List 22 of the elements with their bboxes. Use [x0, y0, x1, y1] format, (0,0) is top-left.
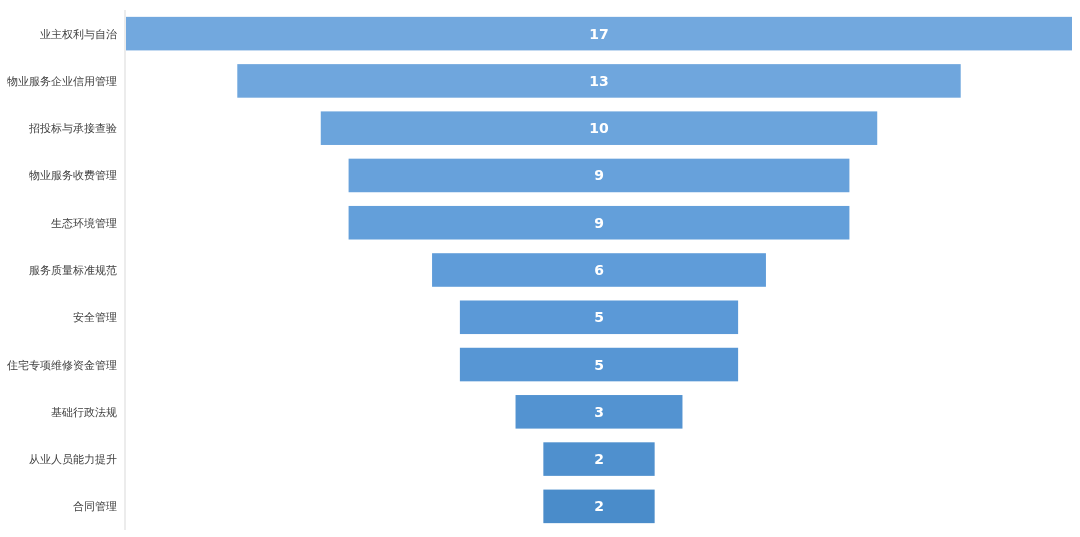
category-label: 物业服务收费管理	[29, 169, 117, 183]
category-label: 招投标与承接查验	[28, 122, 117, 136]
category-label: 业主权利与自治	[40, 27, 117, 41]
category-label: 生态环境管理	[51, 216, 117, 230]
data-label: 9	[594, 214, 604, 231]
category-label: 基础行政法规	[51, 405, 117, 419]
data-label: 13	[589, 72, 609, 89]
data-label: 9	[594, 167, 604, 184]
category-label: 合同管理	[73, 500, 117, 514]
category-label: 物业服务企业信用管理	[7, 74, 117, 88]
category-label: 服务质量标准规范	[29, 264, 117, 277]
data-label: 5	[594, 356, 604, 373]
data-label: 10	[589, 120, 609, 137]
data-label: 3	[594, 403, 604, 420]
data-label: 2	[594, 498, 604, 515]
data-label: 17	[589, 25, 609, 42]
category-label: 从业人员能力提升	[29, 453, 117, 467]
data-label: 6	[594, 262, 604, 278]
category-label: 安全管理	[73, 311, 117, 325]
data-label: 2	[594, 451, 604, 468]
data-label: 5	[594, 309, 604, 326]
category-label: 住宅专项维修资金管理	[7, 358, 117, 372]
